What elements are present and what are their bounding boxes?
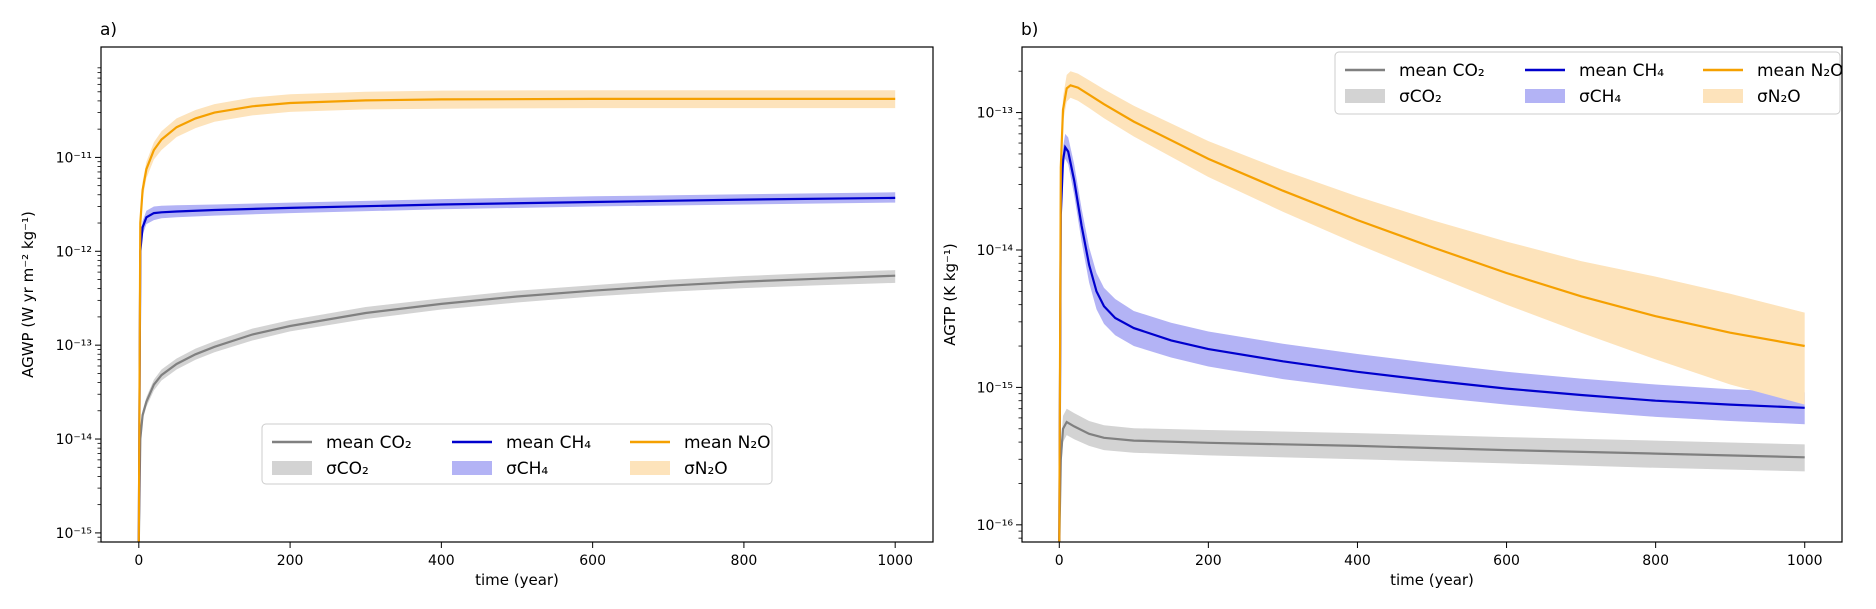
x-tick-label: 400 [1344, 553, 1371, 569]
legend-label: mean CH₄ [506, 433, 591, 453]
band-co2 [138, 270, 896, 542]
y-tick-label: 10⁻¹⁵ [56, 526, 92, 542]
y-tick-label: 10⁻¹⁴ [56, 432, 93, 448]
y-tick-label: 10⁻¹⁶ [977, 518, 1014, 534]
legend-label: mean CO₂ [1399, 61, 1485, 81]
panel-label: a) [100, 20, 117, 40]
legend: mean CO₂ σCO₂ mean CH₄ σCH₄ mean N₂O σN₂O [261, 423, 773, 485]
x-tick-label: 0 [134, 553, 143, 569]
x-tick-label: 200 [277, 553, 304, 569]
line-mean-ch4 [1058, 144, 1805, 542]
plot-area [137, 90, 896, 542]
legend-label: mean N₂O [1757, 61, 1844, 81]
y-axis-title: AGTP (K kg⁻¹) [941, 243, 959, 346]
y-tick-label: 10⁻¹² [56, 244, 92, 260]
axes-frame [1021, 46, 1843, 543]
legend-band-swatch [1525, 89, 1565, 103]
legend-band-swatch [630, 461, 670, 475]
legend-label: σN₂O [1757, 87, 1801, 107]
y-tick-label: 10⁻¹³ [977, 106, 1013, 122]
legend-label: σCO₂ [1399, 87, 1442, 107]
x-tick-label: 400 [428, 553, 455, 569]
y-tick-label: 10⁻¹¹ [56, 150, 92, 166]
x-tick-label: 800 [731, 553, 758, 569]
y-axis-title: AGWP (W yr m⁻² kg⁻¹) [19, 211, 37, 378]
band-ch4 [138, 192, 896, 542]
x-tick-label: 1000 [877, 553, 913, 569]
plot-area [1058, 71, 1805, 542]
band-n2o [1059, 71, 1805, 542]
line-mean-co2 [137, 274, 896, 542]
panel-label: b) [1021, 20, 1038, 40]
legend: mean CO₂ σCO₂ mean CH₄ σCH₄ mean N₂O σN₂O [1334, 51, 1844, 115]
legend-band-swatch [272, 461, 312, 475]
x-axis-title: time (year) [1390, 571, 1474, 589]
line-mean-co2 [1058, 420, 1805, 542]
y-tick-label: 10⁻¹⁴ [977, 243, 1014, 259]
legend-label: mean CO₂ [326, 433, 412, 453]
legend-label: σCO₂ [326, 459, 369, 479]
x-tick-label: 0 [1055, 553, 1064, 569]
y-tick-label: 10⁻¹⁵ [977, 380, 1013, 396]
line-mean-n2o [1058, 84, 1805, 542]
x-tick-label: 600 [1493, 553, 1520, 569]
line-mean-n2o [137, 97, 896, 542]
legend-band-swatch [1345, 89, 1385, 103]
x-tick-label: 200 [1195, 553, 1222, 569]
legend-band-swatch [452, 461, 492, 475]
band-ch4 [1059, 133, 1805, 542]
legend-label: σCH₄ [1579, 87, 1621, 107]
x-tick-label: 1000 [1787, 553, 1823, 569]
legend-label: σCH₄ [506, 459, 548, 479]
x-tick-label: 600 [579, 553, 606, 569]
axes-frame [100, 46, 934, 543]
legend-label: mean CH₄ [1579, 61, 1664, 81]
legend-label: mean N₂O [684, 433, 771, 453]
x-tick-label: 800 [1642, 553, 1669, 569]
band-co2 [1059, 408, 1805, 542]
x-axis-title: time (year) [475, 571, 559, 589]
chart-panel-a: 0 200 400 600 800 1000 10⁻¹⁵ 10⁻¹⁴ 10⁻¹³ 10⁻¹² 10⁻… [19, 20, 934, 589]
legend-band-swatch [1703, 89, 1743, 103]
y-tick-label: 10⁻¹³ [56, 338, 92, 354]
line-mean-ch4 [137, 196, 896, 542]
legend-label: σN₂O [684, 459, 728, 479]
chart-panel-b: 0 200 400 600 800 1000 10⁻¹⁶ 10⁻¹⁵ 10⁻¹⁴ 10⁻¹³ tim… [941, 20, 1844, 589]
